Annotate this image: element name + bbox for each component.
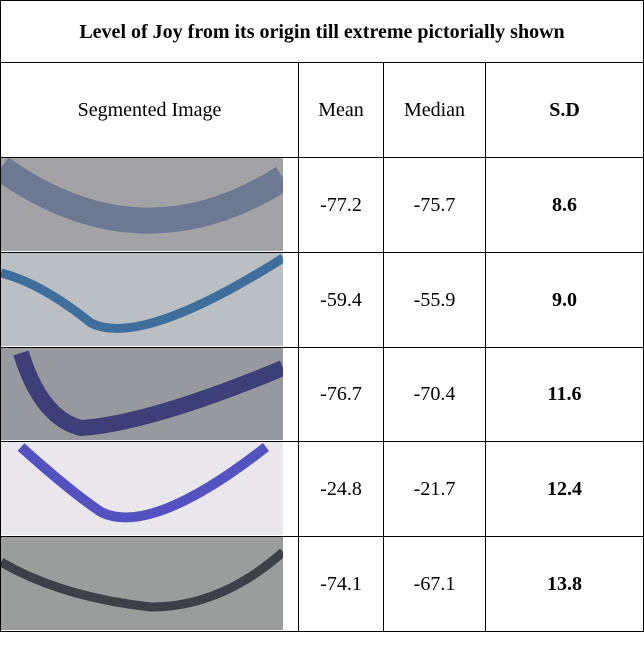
value-cell: 9.0 [485,252,644,348]
table-title: Level of Joy from its origin till extrem… [0,0,644,63]
segmented-image [1,348,283,440]
value-cell: -21.7 [383,441,486,537]
table: Level of Joy from its origin till extrem… [0,0,644,651]
value-cell: -67.1 [383,536,486,632]
value-cell: -55.9 [383,252,486,348]
value-cell: 12.4 [485,441,644,537]
segmented-image [1,537,283,630]
value-cell: -59.4 [298,252,384,348]
segmented-image [1,442,283,535]
segmented-image [1,158,283,251]
header-cell: Segmented Image [0,62,299,158]
value-cell: -24.8 [298,441,384,537]
value-cell: -76.7 [298,347,384,442]
value-cell: -70.4 [383,347,486,442]
value-cell: -75.7 [383,157,486,253]
value-cell: -77.2 [298,157,384,253]
value-cell: 11.6 [485,347,644,442]
header-cell: Median [383,62,486,158]
value-cell: 8.6 [485,157,644,253]
value-cell: 13.8 [485,536,644,632]
header-cell: Mean [298,62,384,158]
segmented-image [1,253,283,346]
header-cell: S.D [485,62,644,158]
value-cell: -74.1 [298,536,384,632]
